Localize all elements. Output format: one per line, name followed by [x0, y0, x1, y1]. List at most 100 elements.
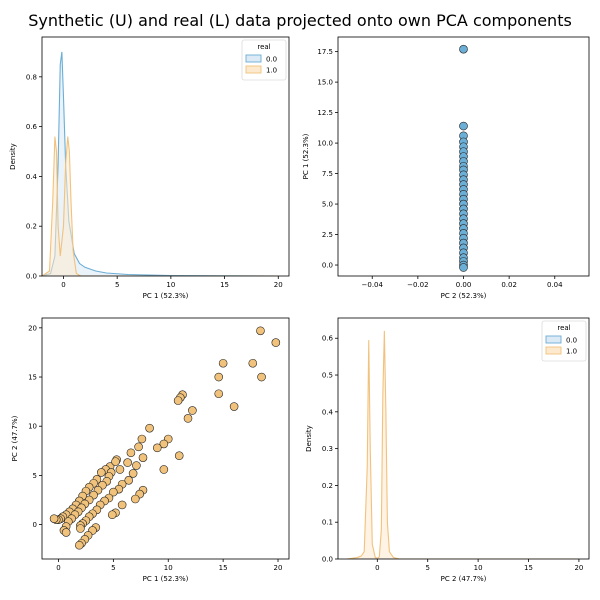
legend-entry-0.0: 0.0 — [566, 337, 577, 345]
scatter-point — [96, 468, 106, 477]
x-tick-label: 15 — [524, 564, 533, 572]
scatter-point — [159, 439, 169, 449]
scatter-point — [159, 465, 169, 474]
y-tick-label: 5 — [33, 472, 37, 480]
y-tick-label: 0.6 — [322, 335, 334, 343]
scatter-point — [124, 476, 134, 485]
scatter-point — [115, 465, 125, 474]
x-tick-label: 0 — [61, 281, 65, 289]
panel-bottom-left: 0 5 10 15 20 0 5 10 15 20 PC 1 (52.3%) PC 2 (47.7%) — [11, 317, 290, 583]
plot-area — [346, 330, 579, 559]
legend: real 0.0 1.0 — [241, 39, 287, 81]
y-tick-label: 0.5 — [322, 372, 333, 380]
x-tick-label: 20 — [274, 564, 283, 572]
scatter-point — [214, 372, 224, 382]
x-tick-label: 20 — [274, 281, 283, 289]
scatter-point — [76, 524, 85, 533]
scatter-point — [271, 338, 281, 347]
legend-swatch-1.0 — [245, 65, 262, 74]
series-1-0-line — [42, 136, 279, 276]
legend: real 0.0 1.0 — [541, 320, 587, 362]
x-tick-label: 5 — [115, 281, 119, 289]
y-tick-label: 2.5 — [322, 231, 333, 239]
y-axis-label: PC 1 (52.3%) — [302, 133, 310, 179]
scatter-point — [214, 389, 224, 399]
x-tick-label: 15 — [220, 281, 229, 289]
axes-frame — [41, 36, 290, 277]
series-0-0-line — [42, 51, 279, 276]
x-tick-label: 5 — [425, 564, 429, 572]
series-0-0-area — [42, 51, 279, 276]
y-tick-label: 0.0 — [26, 273, 37, 281]
y-tick-label: 10 — [28, 423, 37, 431]
y-axis-label: Density — [305, 425, 313, 452]
x-tick-label: 20 — [574, 564, 583, 572]
scatter-point — [145, 423, 154, 433]
y-tick-label: 20 — [28, 324, 37, 332]
scatter-point — [218, 358, 228, 368]
x-tick-label: 5 — [111, 564, 115, 572]
axes-frame — [337, 317, 590, 560]
y-tick-label: 0 — [33, 521, 37, 529]
scatter-point — [61, 528, 71, 537]
legend-entry-1.0: 1.0 — [266, 67, 277, 75]
scatter-point — [137, 434, 147, 444]
x-axis-label: PC 2 (52.3%) — [441, 292, 487, 300]
plot-area — [42, 51, 279, 276]
legend-title: real — [557, 324, 570, 332]
y-tick-label: 17.5 — [317, 48, 333, 56]
scatter-point — [49, 514, 59, 523]
y-tick-label: 5.0 — [322, 201, 333, 209]
y-tick-label: 12.5 — [317, 109, 333, 117]
y-tick-label: 0.2 — [322, 482, 333, 490]
legend-entry-1.0: 1.0 — [566, 348, 577, 356]
x-tick-label: 0 — [375, 564, 379, 572]
x-axis-label: PC 1 (52.3%) — [143, 292, 189, 300]
y-tick-label: 10.0 — [317, 140, 333, 148]
scatter-point — [111, 457, 120, 466]
scatter-point — [229, 402, 239, 411]
figure-title: Synthetic (U) and real (L) data projecte… — [28, 11, 572, 30]
scatter-point — [109, 487, 118, 497]
x-tick-label: 10 — [164, 564, 173, 572]
scatter-point — [188, 406, 197, 415]
legend-title: real — [257, 43, 270, 51]
scatter-point — [256, 326, 265, 336]
y-axis-label: PC 2 (47.7%) — [11, 415, 19, 461]
scatter-point — [107, 510, 117, 520]
scatter-point — [459, 263, 468, 272]
y-tick-label: 0.4 — [26, 173, 38, 181]
y-tick-label: 0.0 — [322, 262, 333, 270]
x-tick-label: −0.02 — [407, 281, 428, 289]
scatter-point — [128, 469, 138, 478]
series-1-0-area — [42, 136, 279, 276]
x-tick-label: 0 — [56, 564, 60, 572]
scatter-point — [459, 44, 468, 54]
legend-entry-0.0: 0.0 — [266, 56, 277, 64]
series-1-0-area — [347, 330, 579, 559]
scatter-point — [152, 443, 162, 453]
x-axis-label: PC 1 (52.3%) — [143, 575, 189, 583]
y-tick-label: 0.0 — [322, 556, 333, 564]
axes-frame — [41, 317, 290, 560]
scatter-point — [132, 461, 141, 470]
y-tick-label: 0.1 — [322, 519, 333, 527]
x-tick-label: 0.04 — [547, 281, 563, 289]
scatter-point — [117, 500, 127, 510]
x-tick-label: 0.02 — [501, 281, 517, 289]
scatter-point — [173, 396, 183, 405]
scatter-point — [123, 458, 132, 467]
y-axis-label: Density — [9, 143, 17, 170]
scatter-point — [248, 358, 258, 368]
x-tick-label: −0.04 — [362, 281, 384, 289]
legend-swatch-0.0 — [545, 335, 562, 344]
y-tick-label: 15 — [28, 374, 37, 382]
scatter-point — [131, 494, 140, 504]
legend-swatch-0.0 — [245, 54, 262, 63]
scatter-point — [459, 121, 468, 131]
x-tick-label: 10 — [166, 281, 175, 289]
panel-bottom-right: real 0.0 1.0 0 5 10 15 20 0.0 0.1 0.2 0.3 0.4 0.5 0.6 P… — [305, 317, 590, 583]
scatter-point — [174, 451, 184, 461]
y-tick-label: 7.5 — [322, 170, 333, 178]
